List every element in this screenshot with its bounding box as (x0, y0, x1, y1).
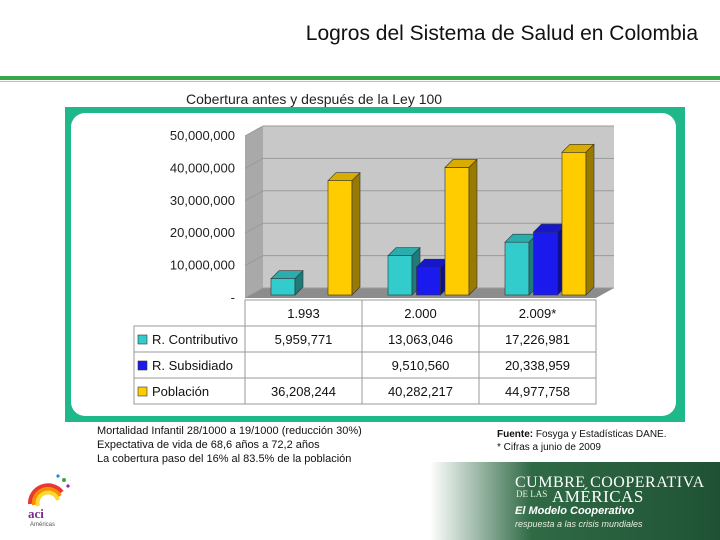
x-category-label: 1.993 (287, 306, 320, 321)
legend-label: Población (152, 384, 209, 399)
page-title: Logros del Sistema de Salud en Colombia (305, 22, 698, 45)
bar (415, 258, 450, 296)
data-label: 20,338,959 (505, 358, 570, 373)
chart-title: Cobertura antes y después de la Ley 100 (186, 91, 443, 108)
bar-front (504, 241, 530, 296)
y-tick-label: 30,000,000 (170, 193, 235, 208)
source-footnote: * Cifras a junio de 2009 (497, 442, 601, 453)
title-divider (0, 76, 720, 80)
brand-line-5: respuesta a las crisis mundiales (515, 519, 643, 529)
bar (532, 223, 567, 296)
gridline-depth (244, 222, 264, 234)
bar-front (561, 151, 587, 296)
data-label: 13,063,046 (388, 332, 453, 347)
brand-line-4: El Modelo Cooperativo (515, 505, 635, 517)
bar-side (294, 269, 304, 296)
bar-front (387, 255, 413, 296)
gridline-depth (244, 157, 264, 169)
x-category-label: 2.009* (519, 306, 557, 321)
gridline-depth (244, 125, 264, 137)
bar-side (351, 171, 361, 296)
bar-front (416, 266, 441, 296)
bar-chart: 50,000,000 40,000,000 30,000,000 20,000,000… (133, 125, 614, 405)
bar (444, 158, 478, 296)
y-tick-label: - (231, 290, 235, 305)
aci-logo-icon (27, 474, 70, 507)
gridline-depth (244, 190, 264, 202)
data-label: 36,208,244 (271, 384, 336, 399)
bar (387, 246, 421, 296)
brand-line-3: AMÉRICAS (552, 487, 644, 506)
bar (504, 233, 538, 296)
brand-banner (430, 462, 720, 540)
source-text: Fosyga y Estadísticas DANE. (535, 429, 667, 440)
gridline-depth (244, 287, 264, 299)
note-line-mortality: Mortalidad Infantil 28/1000 a 19/1000 (r… (97, 425, 362, 437)
logo-text: aci (28, 506, 44, 521)
bar-front (270, 278, 296, 296)
bar-front (327, 180, 353, 296)
data-label: 5,959,771 (275, 332, 333, 347)
legend-label: R. Contributivo (152, 332, 238, 347)
data-label: 44,977,758 (505, 384, 570, 399)
x-category-label: 2.000 (404, 306, 437, 321)
plot-side-wall (245, 126, 263, 298)
y-tick-label: 50,000,000 (170, 128, 235, 143)
legend-swatch (137, 360, 148, 371)
data-label: 40,282,217 (388, 384, 453, 399)
bar (561, 143, 595, 296)
logo-subtext: Américas (30, 522, 56, 528)
data-label: 9,510,560 (392, 358, 450, 373)
brand-line-2: DE LAS (516, 489, 548, 499)
chart-panel: 50,000,000 40,000,000 30,000,000 20,000,000… (71, 113, 676, 416)
bar (327, 171, 361, 296)
source-label: Fuente: (497, 429, 534, 440)
bar-side (585, 143, 595, 296)
source-note: Fuente: Fosyga y Estadísticas DANE. * Ci… (497, 428, 667, 454)
note-line-coverage: La cobertura paso del 16% al 83.5% de la… (97, 453, 352, 465)
y-tick-label: 20,000,000 (170, 225, 235, 240)
y-tick-label: 40,000,000 (170, 160, 235, 175)
y-tick-label: 10,000,000 (170, 258, 235, 273)
gridline-depth (244, 255, 264, 267)
bar-front (533, 231, 558, 296)
note-line-life-expectancy: Expectativa de vida de 68,6 años a 72,2 … (97, 439, 320, 451)
bar-front (444, 167, 470, 296)
title-divider-light (0, 81, 720, 82)
legend-swatch (137, 386, 148, 397)
legend-label: R. Subsidiado (152, 358, 233, 373)
notes: Mortalidad Infantil 28/1000 a 19/1000 (r… (97, 424, 362, 466)
bar (270, 269, 304, 296)
data-label: 17,226,981 (505, 332, 570, 347)
legend-swatch (137, 334, 148, 345)
bar-side (468, 158, 478, 296)
brand-line-1: CUMBRE COOPERATIVA (515, 474, 705, 491)
